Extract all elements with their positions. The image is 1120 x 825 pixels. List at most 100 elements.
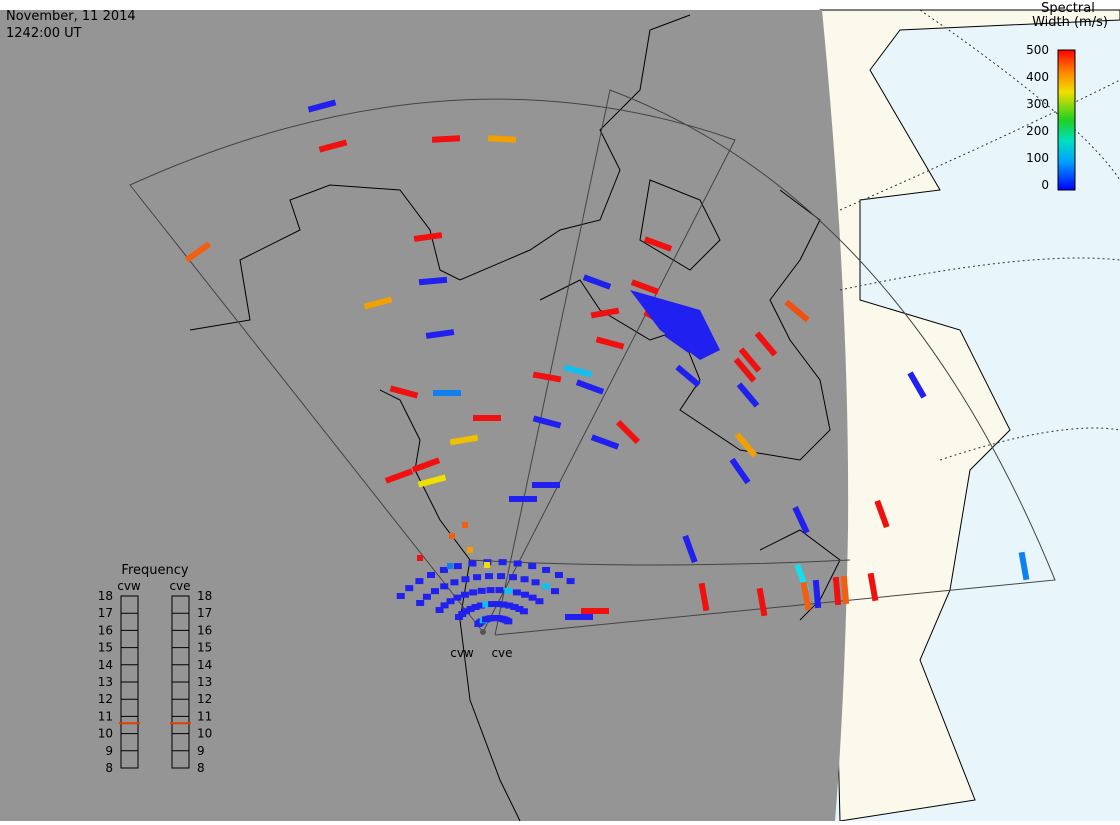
radar-site	[480, 629, 486, 635]
colorbar-tick-label: 400	[1026, 70, 1049, 84]
frequency-tick-label: 9	[197, 744, 205, 758]
frequency-tick-label: 17	[98, 606, 113, 620]
frequency-tick-label: 8	[105, 761, 113, 775]
echo	[461, 576, 470, 583]
frequency-tick-label: 15	[98, 641, 113, 655]
echo	[532, 415, 562, 429]
colorbar-title: Spectral	[1041, 1, 1095, 16]
echo	[630, 279, 660, 295]
echo	[453, 594, 462, 601]
frequency-tick-label: 10	[197, 727, 212, 741]
echo	[512, 589, 521, 596]
echo	[736, 382, 760, 408]
echo	[453, 563, 462, 570]
echo	[488, 601, 497, 608]
echo-block	[630, 290, 720, 360]
echo	[413, 232, 443, 242]
colorbar-tick-label: 200	[1026, 124, 1049, 138]
echo	[840, 575, 850, 605]
echoes	[184, 99, 1030, 627]
echo	[792, 506, 810, 534]
frequency-radar: cve	[169, 579, 190, 593]
echo	[449, 533, 455, 539]
echo	[521, 591, 530, 598]
echo	[384, 468, 414, 484]
frequency-tick-label: 14	[197, 658, 212, 672]
frequency-tick-label: 16	[98, 623, 113, 637]
echo	[440, 602, 449, 609]
echo	[510, 604, 519, 611]
echo	[504, 587, 513, 594]
echo	[493, 601, 502, 608]
echo	[907, 371, 927, 399]
echo	[473, 574, 482, 581]
frequency-tick-label: 12	[98, 692, 113, 706]
echo	[417, 555, 423, 561]
echo	[554, 571, 563, 578]
echo	[439, 566, 448, 573]
echo	[467, 547, 473, 553]
echo	[812, 579, 822, 609]
echo	[477, 587, 486, 594]
echo	[551, 588, 560, 595]
echo	[615, 419, 641, 445]
echo	[389, 385, 419, 399]
colorbar-tick-label: 100	[1026, 151, 1049, 165]
frequency-tick-label: 13	[98, 675, 113, 689]
echo	[411, 457, 441, 473]
echo	[566, 578, 575, 585]
echo	[542, 566, 551, 573]
echo	[318, 139, 348, 153]
echo	[784, 299, 810, 323]
echo	[417, 474, 447, 488]
echo	[460, 591, 469, 598]
time: 1242:00 UT	[6, 26, 82, 41]
colorbar-tick-label: 300	[1026, 97, 1049, 111]
echo	[643, 236, 673, 252]
echo	[508, 574, 517, 581]
echo	[454, 614, 463, 620]
echo	[531, 579, 540, 586]
echo	[435, 607, 444, 613]
radar-label: cve	[491, 646, 512, 660]
echo	[431, 135, 461, 143]
echo	[532, 482, 560, 488]
frequency-tick-label: 10	[98, 727, 113, 741]
echo	[447, 563, 453, 569]
echo	[800, 581, 812, 611]
echo	[528, 563, 537, 570]
echo	[535, 598, 544, 605]
colorbar-tick-label: 500	[1026, 43, 1049, 57]
echo	[422, 593, 431, 600]
echo	[505, 602, 514, 609]
echo	[396, 593, 405, 599]
echo	[307, 99, 337, 113]
echo	[515, 605, 524, 612]
echo	[468, 560, 477, 567]
frequency-tick-label: 9	[105, 744, 113, 758]
echo	[675, 364, 701, 388]
echo	[509, 496, 537, 502]
frequency-tick-label: 17	[197, 606, 212, 620]
echo	[486, 587, 495, 594]
echo	[1018, 551, 1030, 581]
echo	[466, 605, 475, 612]
frequency-tick-label: 11	[98, 709, 113, 723]
frequency-tick-label: 8	[197, 761, 205, 775]
frequency-tick-label: 18	[197, 589, 212, 603]
echo	[418, 276, 448, 286]
echo	[450, 579, 459, 586]
radar-label: cvw	[450, 646, 474, 660]
echo	[738, 347, 762, 373]
echo	[528, 594, 537, 601]
echo	[476, 602, 485, 609]
echo	[498, 559, 507, 566]
echo	[487, 135, 517, 143]
echo	[682, 534, 698, 564]
echo	[462, 522, 468, 528]
land-day	[819, 9, 1120, 822]
echo	[482, 601, 491, 608]
night-side	[0, 10, 849, 821]
echo	[520, 576, 529, 583]
